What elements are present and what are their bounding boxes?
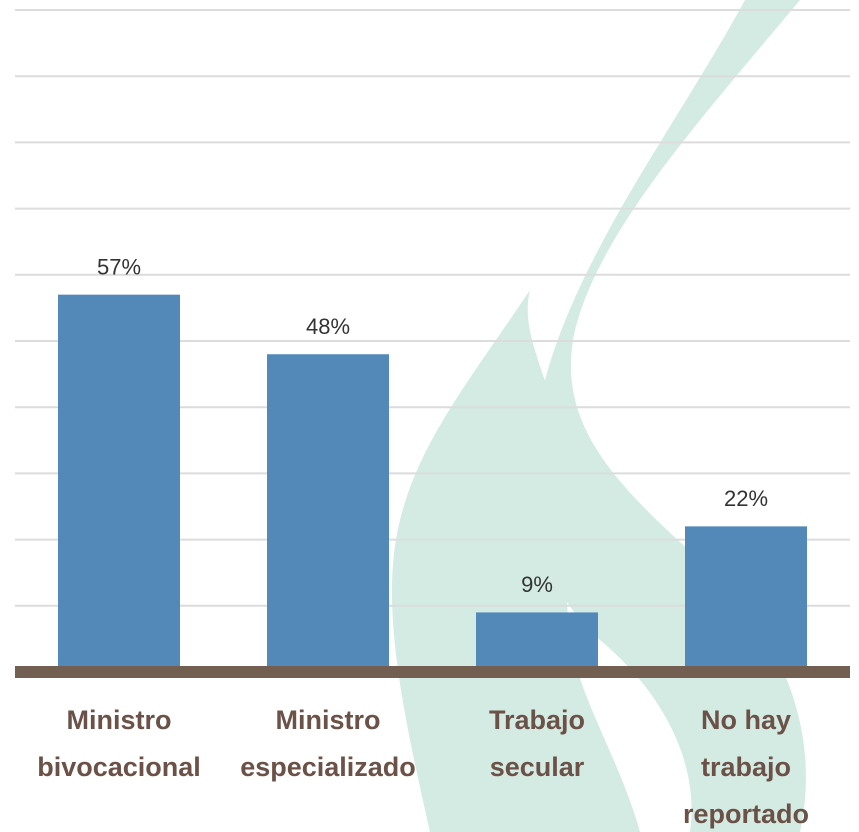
bar [685, 526, 807, 672]
x-tick-label: No hay [701, 705, 791, 735]
x-tick-label: especializado [240, 752, 416, 782]
value-label: 22% [724, 486, 768, 511]
x-tick-label: trabajo [701, 752, 791, 782]
bar [267, 354, 389, 672]
x-tick-label: reportado [683, 799, 809, 829]
value-label: 48% [306, 314, 350, 339]
x-tick-label: Ministro [276, 705, 381, 735]
x-tick-label: Ministro [67, 705, 172, 735]
bar [476, 612, 598, 672]
bar [58, 294, 180, 672]
x-tick-label: bivocacional [37, 752, 201, 782]
x-tick-label: Trabajo [489, 705, 585, 735]
value-label: 57% [97, 254, 141, 279]
value-label: 9% [521, 572, 553, 597]
x-tick-label: secular [490, 752, 585, 782]
baseline [15, 666, 850, 678]
